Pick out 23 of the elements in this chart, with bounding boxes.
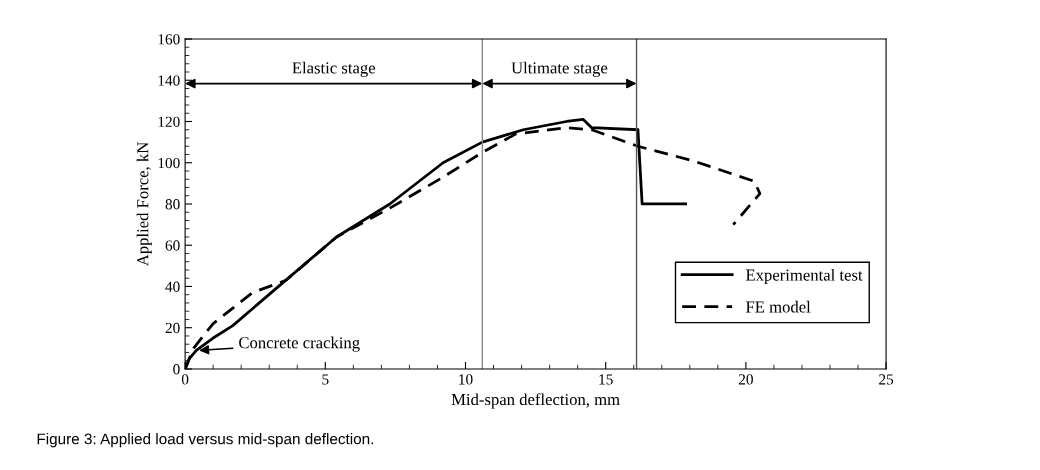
y-tick-label: 160 — [158, 34, 180, 45]
annotation: Ultimate stage — [511, 61, 608, 77]
y-tick-label: 0 — [173, 364, 180, 375]
x-axis-title: Mid-span deflection, mm — [451, 393, 620, 409]
x-tick-label: 0 — [181, 374, 189, 385]
y-tick-label: 80 — [165, 199, 180, 210]
x-tick-label: 15 — [599, 374, 613, 385]
y-tick-label: 20 — [165, 322, 180, 334]
x-tick-label: 20 — [738, 374, 753, 385]
x-tick-label: 25 — [879, 374, 894, 385]
y-tick-label: 100 — [158, 157, 180, 169]
x-tick-label: 5 — [322, 374, 329, 385]
annotation: Elastic stage — [292, 61, 376, 77]
y-axis-title: Applied Force, kN — [136, 142, 152, 267]
y-tick-label: 40 — [165, 281, 180, 292]
y-tick-label: 140 — [158, 75, 180, 86]
legend-label: Experimental test — [745, 268, 863, 285]
legend-label: FE model — [745, 300, 811, 313]
y-tick-label: 60 — [165, 240, 180, 251]
x-tick-label: 10 — [459, 374, 473, 385]
annotation: Concrete cracking — [239, 336, 360, 352]
y-tick-label: 120 — [158, 116, 180, 127]
caption: Figure 3: Applied load versus mid-span deflection. — [37, 433, 374, 448]
